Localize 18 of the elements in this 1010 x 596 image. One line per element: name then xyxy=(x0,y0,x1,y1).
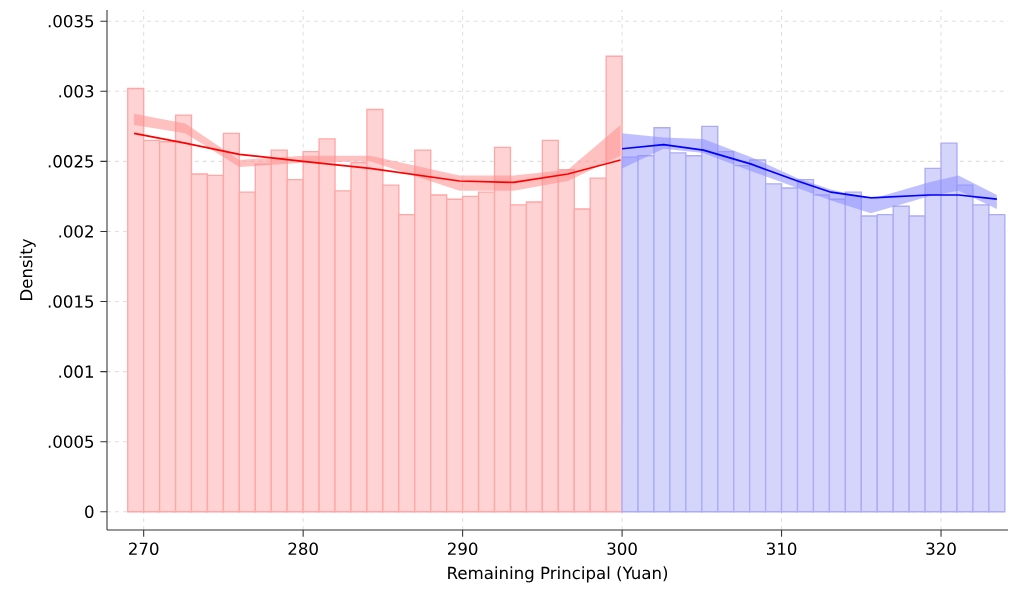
y-tick-label: .0035 xyxy=(48,14,94,28)
x-tick-label: 300 xyxy=(607,542,637,555)
y-axis-title: Density xyxy=(19,238,36,300)
y-tick-label: .0025 xyxy=(48,155,94,168)
x-tick-label: 280 xyxy=(288,542,318,555)
y-tick-label: .002 xyxy=(59,225,93,238)
x-tick-label: 310 xyxy=(766,542,797,555)
y-tick-label: 0 xyxy=(85,505,94,519)
y-tick-label: .0015 xyxy=(48,295,94,308)
line-series xyxy=(621,143,998,201)
y-tick-label: .001 xyxy=(59,365,94,378)
line-series xyxy=(133,132,622,184)
y-tick-label: .0005 xyxy=(48,435,94,448)
x-axis-title: Remaining Principal (Yuan) xyxy=(448,566,668,583)
y-tick-label: .003 xyxy=(59,85,94,98)
x-tick-label: 270 xyxy=(129,542,159,555)
x-tick-label: 290 xyxy=(447,542,478,555)
x-tick-label: 320 xyxy=(926,542,956,555)
